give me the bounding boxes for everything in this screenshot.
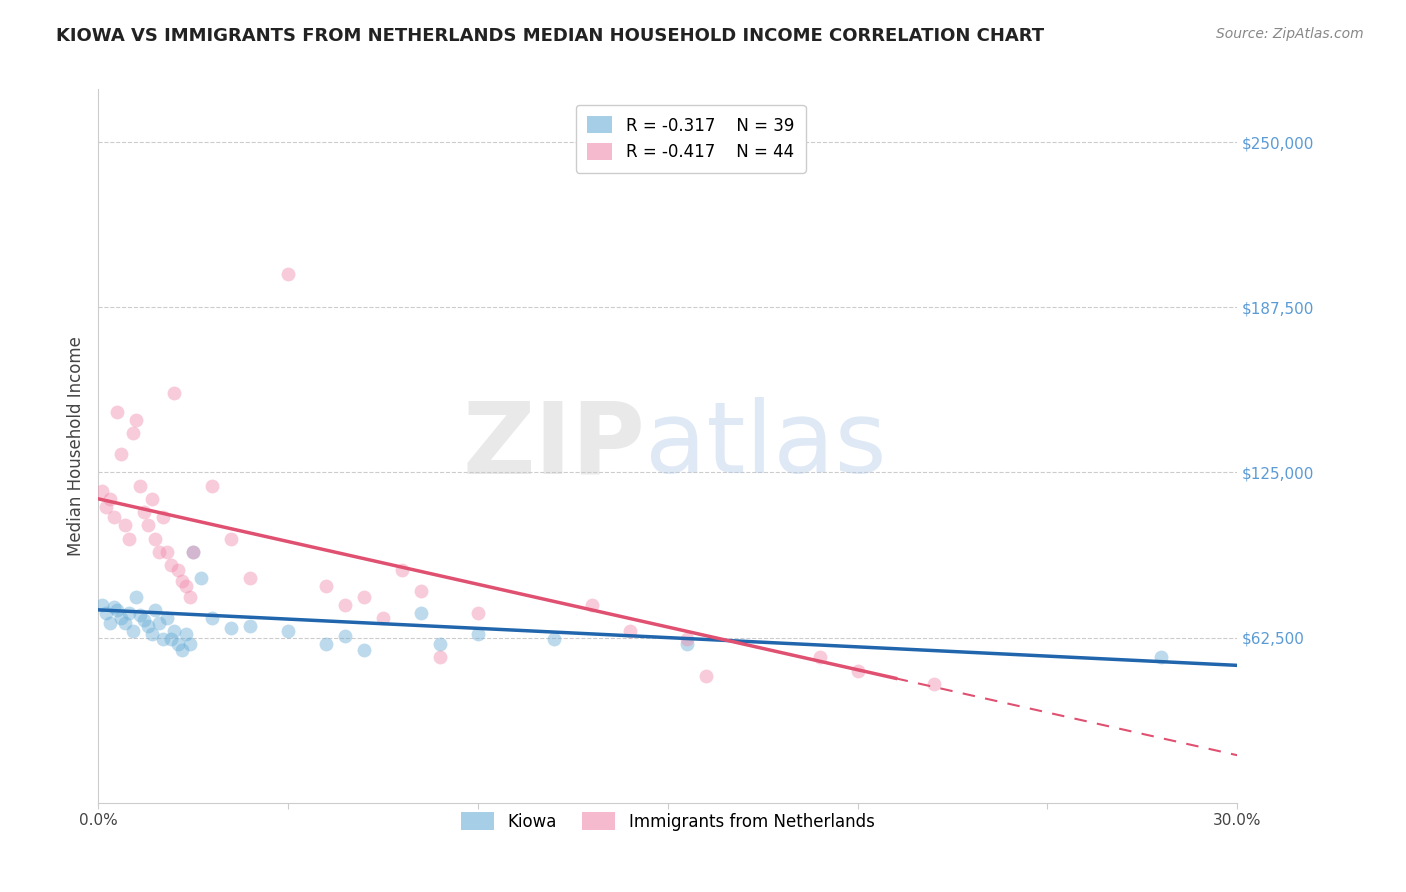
Point <box>152 632 174 646</box>
Point <box>125 590 148 604</box>
Legend: Kiowa, Immigrants from Netherlands: Kiowa, Immigrants from Netherlands <box>454 805 882 838</box>
Point <box>170 574 193 588</box>
Point <box>239 618 262 632</box>
Point <box>118 606 141 620</box>
Text: ZIP: ZIP <box>463 398 645 494</box>
Point <box>118 532 141 546</box>
Point <box>391 563 413 577</box>
Point <box>335 598 357 612</box>
Point <box>148 616 170 631</box>
Point <box>922 677 945 691</box>
Point <box>277 267 299 281</box>
Point <box>277 624 299 638</box>
Point <box>107 603 129 617</box>
Point <box>1150 650 1173 665</box>
Point <box>335 629 357 643</box>
Point <box>353 590 375 604</box>
Text: KIOWA VS IMMIGRANTS FROM NETHERLANDS MEDIAN HOUSEHOLD INCOME CORRELATION CHART: KIOWA VS IMMIGRANTS FROM NETHERLANDS MED… <box>56 27 1045 45</box>
Point <box>543 632 565 646</box>
Point <box>163 386 186 401</box>
Point <box>121 425 143 440</box>
Point <box>846 664 869 678</box>
Point <box>315 637 337 651</box>
Point <box>239 571 262 585</box>
Point <box>159 632 181 646</box>
Point <box>114 616 136 631</box>
Point <box>676 632 699 646</box>
Point <box>221 621 243 635</box>
Point <box>190 571 212 585</box>
Point <box>129 608 152 623</box>
Point <box>676 637 699 651</box>
Point <box>114 518 136 533</box>
Point <box>103 510 125 524</box>
Point <box>136 518 159 533</box>
Point <box>429 650 451 665</box>
Point <box>174 626 197 640</box>
Point <box>411 584 433 599</box>
Point <box>145 532 167 546</box>
Point <box>183 545 205 559</box>
Point <box>695 669 717 683</box>
Point <box>201 611 224 625</box>
Point <box>429 637 451 651</box>
Point <box>110 611 132 625</box>
Point <box>156 611 179 625</box>
Point <box>94 606 117 620</box>
Point <box>371 611 394 625</box>
Point <box>98 616 121 631</box>
Point <box>145 603 167 617</box>
Point <box>167 637 190 651</box>
Point <box>132 505 155 519</box>
Point <box>808 650 831 665</box>
Point <box>411 606 433 620</box>
Point <box>103 600 125 615</box>
Point <box>91 483 114 498</box>
Point <box>467 606 489 620</box>
Point <box>107 404 129 418</box>
Point <box>179 637 201 651</box>
Point <box>581 598 603 612</box>
Point <box>174 579 197 593</box>
Point <box>129 478 152 492</box>
Point <box>170 642 193 657</box>
Point <box>156 545 179 559</box>
Point <box>163 624 186 638</box>
Point <box>619 624 641 638</box>
Point <box>132 614 155 628</box>
Text: Source: ZipAtlas.com: Source: ZipAtlas.com <box>1216 27 1364 41</box>
Point <box>148 545 170 559</box>
Point <box>221 532 243 546</box>
Point <box>183 545 205 559</box>
Point <box>121 624 143 638</box>
Point <box>179 590 201 604</box>
Point <box>201 478 224 492</box>
Point <box>159 558 181 572</box>
Point <box>110 447 132 461</box>
Point <box>94 500 117 514</box>
Point <box>141 626 163 640</box>
Text: atlas: atlas <box>645 398 887 494</box>
Point <box>167 563 190 577</box>
Point <box>125 412 148 426</box>
Point <box>152 510 174 524</box>
Point <box>315 579 337 593</box>
Point <box>136 618 159 632</box>
Point <box>353 642 375 657</box>
Point <box>98 491 121 506</box>
Y-axis label: Median Household Income: Median Household Income <box>66 336 84 556</box>
Point <box>141 491 163 506</box>
Point <box>467 626 489 640</box>
Point <box>91 598 114 612</box>
